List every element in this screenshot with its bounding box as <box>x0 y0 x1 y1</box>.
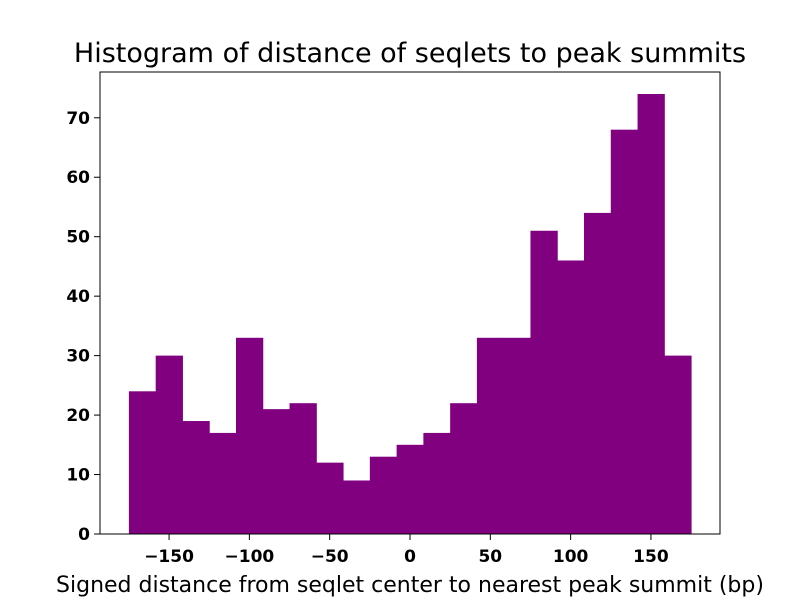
x-tick-label: −100 <box>225 547 275 567</box>
histogram-bar <box>262 409 291 534</box>
histogram-bar <box>155 355 183 534</box>
y-axis-ticks: 0 10 20 30 40 50 60 70 <box>66 109 100 545</box>
histogram-bar <box>637 94 665 534</box>
y-tick-label: 0 <box>78 525 90 545</box>
histogram-bar <box>610 129 639 535</box>
x-tick-label: 0 <box>404 547 416 567</box>
y-tick-label: 70 <box>66 109 90 129</box>
x-axis-ticks: −150 −100 −50 0 50 100 150 <box>144 534 669 567</box>
x-axis-label: Signed distance from seqlet center to ne… <box>56 573 764 598</box>
y-tick-label: 50 <box>66 228 90 248</box>
chart-title: Histogram of distance of seqlets to peak… <box>74 38 746 69</box>
y-tick-label: 20 <box>66 406 90 426</box>
x-tick-label: −150 <box>144 547 194 567</box>
histogram-bar <box>343 480 371 534</box>
histogram-bar <box>128 391 157 534</box>
histogram-bar <box>450 403 478 534</box>
histogram-bar <box>182 421 210 534</box>
histogram-bar <box>584 212 612 534</box>
x-tick-label: −50 <box>311 547 349 567</box>
histogram-bar <box>235 337 264 534</box>
histogram-bar <box>423 432 451 534</box>
y-tick-label: 40 <box>66 287 90 307</box>
bars-group <box>128 94 692 535</box>
histogram-bar <box>289 403 317 534</box>
x-tick-label: 50 <box>478 547 502 567</box>
histogram-bar <box>503 337 531 534</box>
y-tick-label: 30 <box>66 347 90 367</box>
x-tick-label: 100 <box>553 547 589 567</box>
histogram-bar <box>476 337 505 534</box>
histogram-bar <box>557 260 585 534</box>
histogram-bar <box>209 432 237 534</box>
histogram-bar <box>396 444 424 534</box>
y-tick-label: 10 <box>66 466 90 486</box>
histogram-bar <box>316 462 344 534</box>
x-tick-label: 150 <box>633 547 669 567</box>
histogram-bar <box>664 355 692 534</box>
y-tick-label: 60 <box>66 168 90 188</box>
histogram-bar <box>530 230 558 534</box>
histogram-bar <box>369 456 398 534</box>
